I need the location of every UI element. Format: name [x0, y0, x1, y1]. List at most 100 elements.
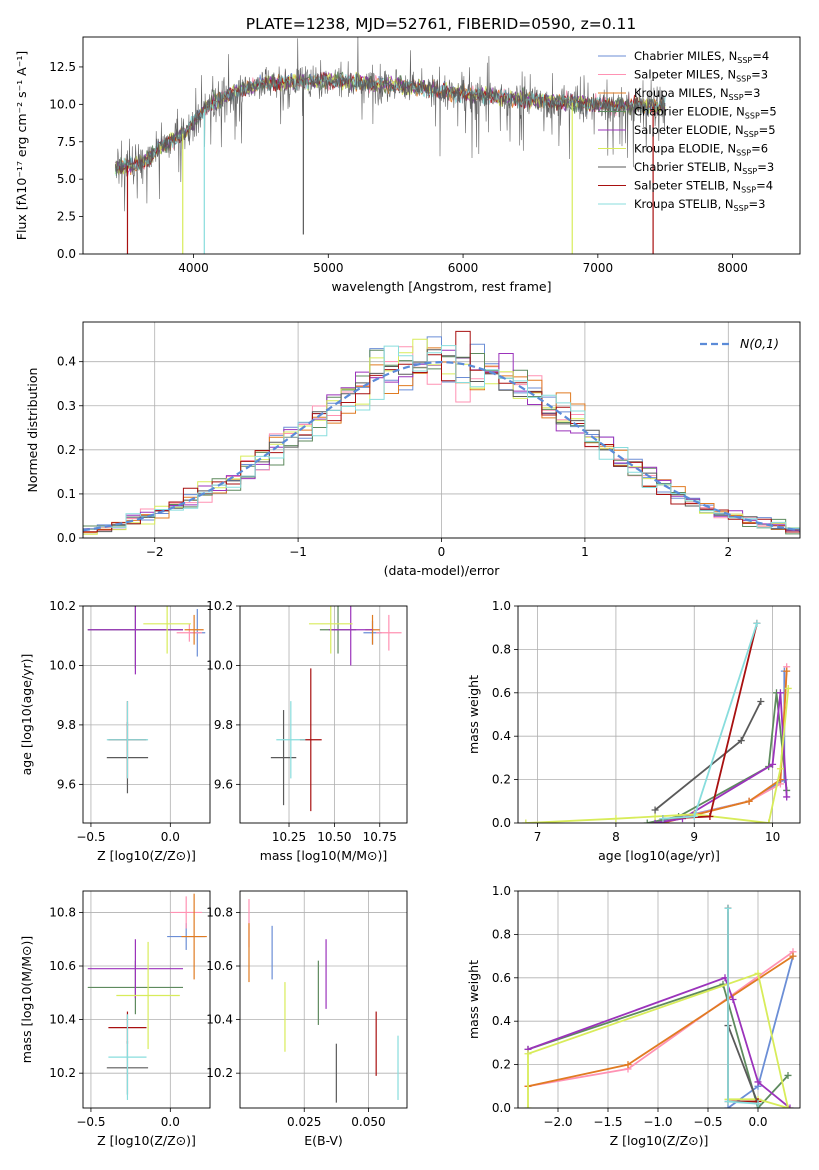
residuals-ylabel: Normed distribution — [25, 368, 40, 493]
mass_weight_vs_Z-ytick-label: 0.6 — [492, 971, 511, 985]
mass_vs_Z-xlabel: Z [log10(Z/Z⊙)] — [97, 1133, 196, 1148]
mass-weight-marker — [784, 1071, 792, 1079]
mass_vs_ebv-ytick-label: 10.4 — [206, 1013, 233, 1027]
age_vs_mass-xtick-label: 10.50 — [317, 830, 351, 844]
age_vs_mass-points — [270, 606, 402, 812]
mass_weight_vs_Z-xlabel: Z [log10(Z/Z⊙)] — [610, 1133, 709, 1148]
legend-entry-count: =3 — [744, 86, 761, 100]
spectrum-ytick-label: 12.5 — [49, 60, 76, 74]
mass-weight-marker — [753, 619, 761, 627]
mass-weight-marker — [745, 797, 753, 805]
mass-weight-marker — [651, 819, 659, 823]
mass_weight_vs_Z-xtick-label: −1.5 — [593, 1115, 622, 1129]
legend-entry-sub: SSP — [742, 167, 757, 176]
spectrum-ytick-label: 5.0 — [57, 172, 76, 186]
mass_vs_Z-frame — [82, 890, 211, 1109]
mass_weight_vs_age-frame — [517, 605, 801, 824]
legend-entry: Chabrier STELIB, NSSP=3 — [634, 160, 774, 176]
mass-weight-marker — [706, 812, 714, 820]
legend-entry-count: =6 — [751, 142, 768, 156]
mass-weight-marker — [765, 819, 773, 823]
age_vs_mass-ytick-label: 10.0 — [206, 658, 233, 672]
mass_weight_vs_Z-xtick-label: 0.0 — [748, 1115, 767, 1129]
mass-weight-marker — [724, 904, 732, 912]
age_vs_Z-axes: −0.5 0.0 9.6 9.8 10.0 10.2 Z [log10(Z/Z⊙)] age … — [19, 599, 210, 863]
normal-curve — [83, 360, 800, 532]
legend-entry: Salpeter ELODIE, NSSP=5 — [634, 123, 776, 139]
legend-entry-name: Chabrier MILES, N — [634, 49, 737, 63]
mass_vs_Z-ytick-label: 10.6 — [49, 959, 76, 973]
mass_weight_vs_age-xtick-label: 7 — [534, 830, 542, 844]
mass-weight-line — [662, 623, 758, 820]
mass-weight-marker — [783, 793, 791, 801]
mass-weight-marker — [786, 1104, 794, 1108]
legend-entry: Salpeter MILES, NSSP=3 — [634, 68, 768, 84]
age_vs_mass-ytick-label: 9.6 — [214, 777, 233, 791]
legend-entry-sub: SSP — [745, 112, 760, 121]
mass-weight-marker — [624, 1061, 632, 1069]
legend-entry-sub: SSP — [744, 130, 759, 139]
spectrum-ytick-label: 2.5 — [57, 210, 76, 224]
legend-entry-count: =5 — [759, 123, 776, 137]
mass_vs_ebv-xtick-label: 0.025 — [287, 1115, 321, 1129]
spectrum-lines — [114, 37, 666, 254]
age_vs_mass-xtick-label: 10.25 — [272, 830, 306, 844]
mass_weight_vs_Z-ytick-label: 0.2 — [492, 1058, 511, 1072]
legend-entry: Kroupa MILES, NSSP=3 — [634, 86, 760, 102]
mass-weight-marker — [724, 1097, 732, 1105]
mass_weight_vs_Z-ytick-label: 0.0 — [492, 1101, 511, 1115]
residuals-ytick-label: 0.3 — [57, 399, 76, 413]
mass_weight_vs_Z-xtick-label: −2.0 — [543, 1115, 572, 1129]
mass_weight_vs_Z-lines — [524, 904, 797, 1108]
legend-entry: Salpeter STELIB, NSSP=4 — [634, 179, 773, 195]
age_vs_Z-ytick-label: 10.0 — [49, 658, 76, 672]
legend-entry-name: Salpeter ELODIE, N — [634, 123, 744, 137]
legend-entry-sub: SSP — [737, 56, 752, 65]
legend-entry-name: Salpeter MILES, N — [634, 68, 736, 82]
mass-weight-line — [654, 671, 786, 823]
legend-entry-sub: SSP — [729, 93, 744, 102]
legend-entry-count: =3 — [757, 160, 774, 174]
mass_vs_ebv-ytick-label: 10.8 — [206, 905, 233, 919]
mass-weight-marker — [659, 815, 667, 823]
mass-weight-marker — [522, 819, 530, 823]
mass_weight_vs_age-xtick-label: 10 — [765, 830, 780, 844]
mass_vs_Z-ytick-label: 10.8 — [49, 905, 76, 919]
spectrum-ytick-label: 10.0 — [49, 97, 76, 111]
mass_vs_ebv-xlabel: E(B-V) — [304, 1133, 343, 1148]
age_vs_Z-ytick-label: 9.8 — [57, 718, 76, 732]
mass_vs_ebv-axes: 0.025 0.050 10.2 10.4 10.6 10.8 E(B-V) — [206, 891, 407, 1148]
age_vs_mass-frame — [239, 605, 408, 824]
mass-weight-line — [647, 692, 788, 823]
legend-entry-name: Kroupa STELIB, N — [634, 197, 734, 211]
mass-weight-line — [658, 666, 788, 823]
residuals-ytick-label: 0.1 — [57, 487, 76, 501]
mass-weight-marker — [690, 812, 698, 820]
mass-weight-marker — [769, 760, 777, 768]
mass_weight_vs_age-lines — [522, 619, 792, 823]
mass_weight_vs_age-ytick-label: 0.4 — [492, 729, 511, 743]
mass-weight-marker — [757, 697, 765, 705]
residuals-ytick-label: 0.4 — [57, 355, 76, 369]
age_vs_Z-xlabel: Z [log10(Z/Z⊙)] — [97, 848, 196, 863]
spectrum-xtick-label: 6000 — [448, 261, 479, 275]
mass-weight-marker — [776, 689, 784, 697]
age_vs_Z-xtick-label: −0.5 — [76, 830, 105, 844]
mass_vs_Z-ytick-label: 10.4 — [49, 1013, 76, 1027]
mass-weight-line — [527, 983, 789, 1108]
spectrum-ylabel: Flux [fλ10⁻¹⁷ erg cm⁻² s⁻¹ A⁻¹] — [14, 51, 29, 240]
age_vs_mass-ytick-label: 9.8 — [214, 718, 233, 732]
mass_weight_vs_age-ytick-label: 0.6 — [492, 686, 511, 700]
mass-weight-marker — [612, 815, 620, 823]
legend-entry-count: =3 — [751, 68, 768, 82]
legend-entry: Chabrier MILES, NSSP=4 — [634, 49, 769, 65]
figure-title: PLATE=1238, MJD=52761, FIBERID=0590, z=0… — [246, 15, 636, 33]
mass_vs_ebv-ytick-label: 10.6 — [206, 959, 233, 973]
age_vs_mass-xtick-label: 10.75 — [363, 830, 397, 844]
mass-weight-line — [662, 623, 758, 820]
mass_weight_vs_age-ytick-label: 0.0 — [492, 816, 511, 830]
age_vs_Z-ylabel: age [log10(age/yr)] — [19, 654, 34, 776]
age_vs_Z-ytick-label: 10.2 — [49, 599, 76, 613]
